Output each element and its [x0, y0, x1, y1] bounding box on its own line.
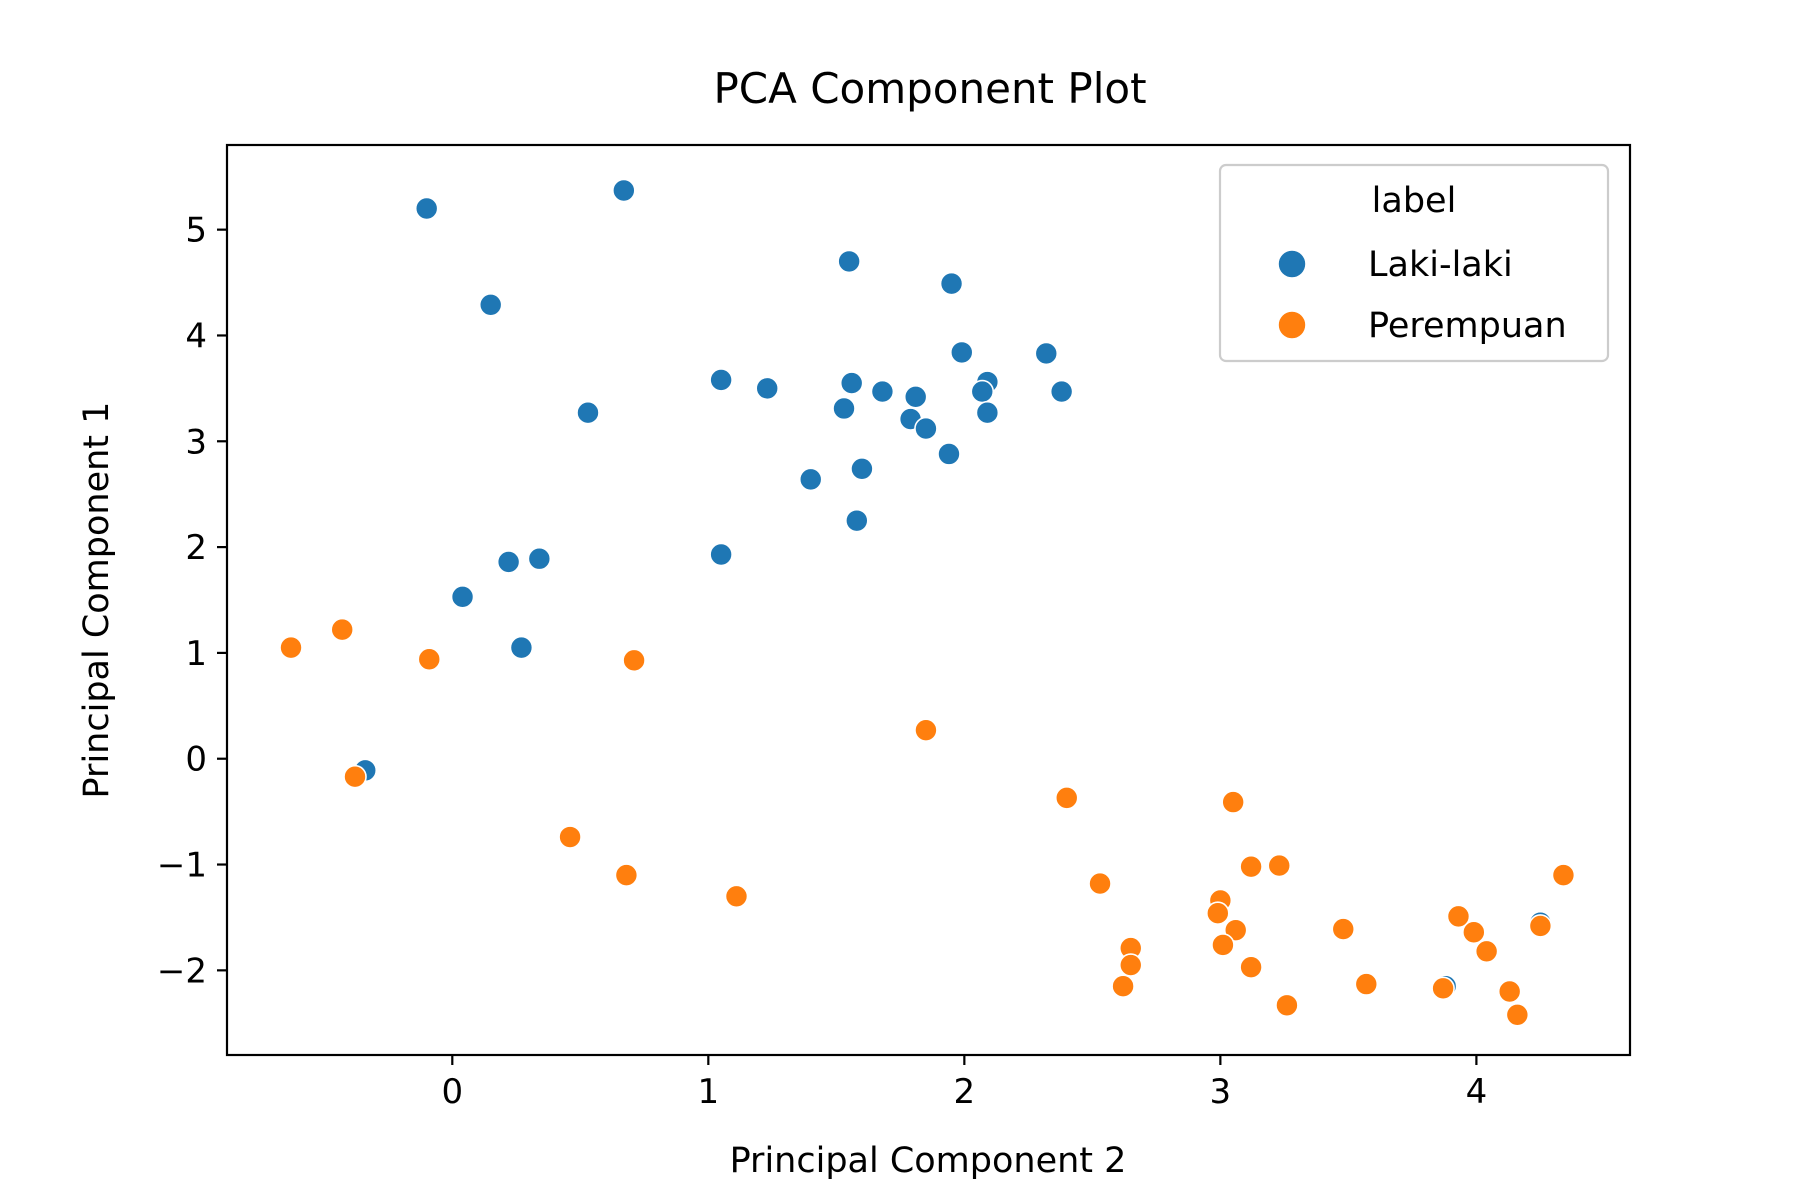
point-laki-laki-9 [832, 396, 856, 421]
x-tick-label: 4 [1466, 1072, 1488, 1112]
point-laki-laki-5 [709, 368, 733, 392]
point-laki-laki-27 [450, 585, 475, 609]
series-laki-laki [353, 178, 1553, 999]
y-tick-label: 2 [185, 528, 207, 568]
point-laki-laki-22 [850, 456, 874, 481]
point-perempuan-12 [1267, 853, 1292, 878]
point-laki-laki-23 [845, 508, 869, 533]
point-laki-laki-14 [1034, 341, 1059, 366]
point-perempuan-6 [558, 825, 582, 849]
point-perempuan-7 [614, 863, 639, 887]
point-perempuan-11 [1239, 854, 1263, 879]
point-laki-laki-26 [527, 546, 552, 571]
y-tick-label: 3 [185, 422, 207, 462]
legend-entries: Laki-laki Perempuan [1277, 245, 1567, 346]
point-laki-laki-20 [576, 400, 600, 425]
point-perempuan-2 [417, 647, 442, 672]
point-perempuan-1 [330, 617, 355, 642]
points-layer [279, 178, 1576, 1027]
plot-area-frame [225, 143, 1632, 1057]
legend-label-perempuan: Perempuan [1368, 306, 1567, 346]
point-laki-laki-3 [837, 249, 861, 274]
point-perempuan-24 [1354, 972, 1379, 996]
point-perempuan-31 [1528, 914, 1553, 938]
x-axis-label: Principal Component 2 [730, 1141, 1127, 1181]
point-laki-laki-8 [870, 379, 895, 404]
point-perempuan-30 [1505, 1002, 1530, 1027]
y-axis-label: Principal Component 1 [77, 402, 117, 799]
point-perempuan-5 [343, 764, 367, 789]
point-laki-laki-28 [509, 635, 534, 660]
x-tick-label: 3 [1210, 1072, 1232, 1112]
point-laki-laki-15 [1049, 379, 1074, 404]
ticks-layer: 0 1 2 3 4 −2 −1 0 1 2 3 4 5 [157, 211, 1487, 1112]
legend-title: label [1372, 181, 1457, 221]
point-perempuan-27 [1462, 920, 1486, 945]
series-perempuan [279, 617, 1576, 1027]
point-laki-laki-19 [937, 442, 961, 466]
y-tick-label: 0 [185, 740, 207, 780]
legend-label-laki-laki: Laki-laki [1368, 245, 1513, 285]
x-tick-label: 0 [441, 1072, 463, 1112]
point-laki-laki-24 [709, 542, 733, 567]
y-tick-label: −1 [157, 846, 207, 886]
point-laki-laki-7 [839, 371, 864, 395]
point-perempuan-0 [279, 635, 303, 660]
legend-marker-perempuan [1277, 310, 1307, 340]
point-perempuan-26 [1446, 904, 1471, 929]
point-perempuan-9 [1054, 786, 1079, 810]
y-tick-label: 1 [185, 634, 207, 674]
point-laki-laki-21 [798, 467, 823, 492]
point-perempuan-22 [1275, 993, 1299, 1018]
point-perempuan-13 [1088, 871, 1112, 896]
legend-marker-laki-laki [1277, 249, 1307, 279]
point-laki-laki-10 [903, 385, 928, 409]
y-tick-label: −2 [157, 951, 207, 991]
point-perempuan-25 [1431, 976, 1455, 1001]
point-perempuan-20 [1118, 953, 1143, 977]
point-perempuan-32 [1551, 863, 1576, 887]
point-perempuan-4 [914, 718, 938, 742]
point-perempuan-15 [1206, 901, 1230, 926]
point-perempuan-17 [1211, 933, 1235, 957]
point-perempuan-16 [1223, 918, 1248, 942]
legend: label Laki-laki Perempuan [1218, 163, 1610, 363]
point-perempuan-3 [622, 648, 646, 673]
point-laki-laki-1 [612, 178, 636, 203]
point-perempuan-10 [1221, 790, 1245, 814]
point-perempuan-28 [1474, 939, 1499, 964]
point-laki-laki-18 [975, 400, 1000, 425]
x-tick-label: 1 [698, 1072, 720, 1112]
y-tick-label: 5 [185, 211, 207, 251]
point-perempuan-23 [1331, 917, 1356, 941]
point-laki-laki-17 [914, 416, 938, 441]
point-laki-laki-11 [949, 340, 974, 365]
chart-title: PCA Component Plot [713, 64, 1146, 113]
point-perempuan-18 [1239, 955, 1263, 979]
point-laki-laki-13 [970, 379, 995, 404]
point-laki-laki-25 [496, 550, 521, 574]
point-laki-laki-2 [478, 292, 503, 317]
y-tick-label: 4 [185, 316, 207, 356]
point-perempuan-21 [1111, 974, 1135, 999]
point-perempuan-29 [1497, 979, 1522, 1004]
legend-box [1218, 163, 1610, 363]
point-perempuan-8 [724, 884, 749, 909]
point-laki-laki-0 [414, 196, 439, 221]
x-tick-label: 2 [954, 1072, 976, 1112]
point-laki-laki-6 [755, 376, 780, 401]
point-laki-laki-4 [939, 271, 964, 296]
